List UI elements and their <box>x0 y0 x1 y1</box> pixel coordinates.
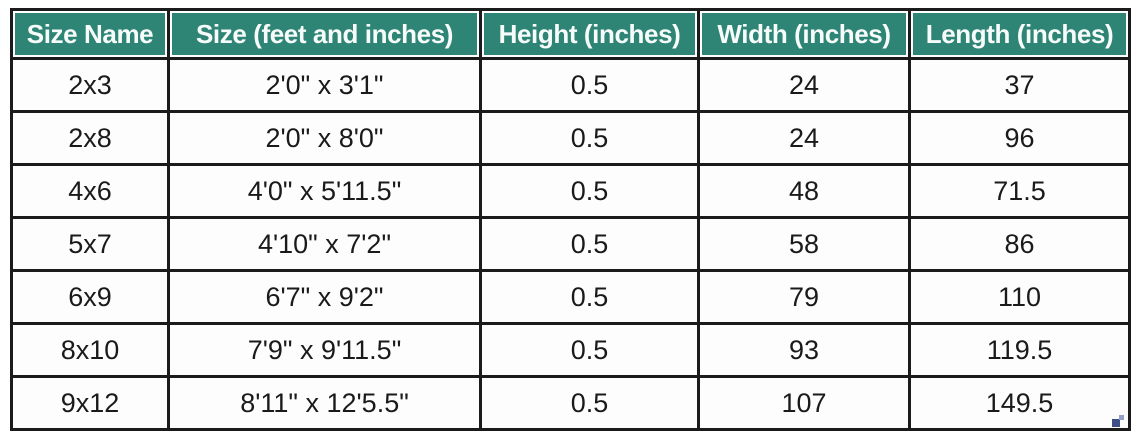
size-chart-table-container: Size Name Size (feet and inches) Height (i… <box>10 8 1131 431</box>
table-row: 6x9 6'7" x 9'2" 0.5 79 110 <box>10 269 1131 325</box>
table-body: 2x3 2'0" x 3'1" 0.5 24 37 2x8 2'0" x 8'0" 0.5 24… <box>10 57 1131 431</box>
table-cell: 4x6 <box>10 163 170 219</box>
table-row: 5x7 4'10" x 7'2" 0.5 58 86 <box>10 216 1131 272</box>
resize-handle-dark-block <box>1112 419 1120 427</box>
table-cell: 86 <box>908 216 1131 272</box>
column-header: Length (inches) <box>908 8 1131 60</box>
table-cell: 71.5 <box>908 163 1131 219</box>
table-cell: 37 <box>908 57 1131 113</box>
column-header: Height (inches) <box>479 8 700 60</box>
table-row: 8x10 7'9" x 9'11.5" 0.5 93 119.5 <box>10 322 1131 378</box>
table-cell: 0.5 <box>479 110 700 166</box>
column-header: Size (feet and inches) <box>167 8 482 60</box>
table-cell: 9x12 <box>10 375 170 431</box>
table-resize-handle-icon[interactable] <box>1112 415 1124 427</box>
table-cell: 24 <box>697 110 911 166</box>
table-cell: 2'0" x 8'0" <box>167 110 482 166</box>
table-cell: 6'7" x 9'2" <box>167 269 482 325</box>
column-header: Width (inches) <box>697 8 911 60</box>
table-cell: 8'11" x 12'5.5" <box>167 375 482 431</box>
table-cell: 96 <box>908 110 1131 166</box>
table-header-row: Size Name Size (feet and inches) Height (i… <box>10 8 1131 60</box>
size-chart-table: Size Name Size (feet and inches) Height (i… <box>10 8 1131 431</box>
table-header-row: Size Name Size (feet and inches) Height (i… <box>10 8 1131 60</box>
table-cell: 5x7 <box>10 216 170 272</box>
table-cell: 4'0" x 5'11.5" <box>167 163 482 219</box>
table-cell: 0.5 <box>479 269 700 325</box>
table-row: 4x6 4'0" x 5'11.5" 0.5 48 71.5 <box>10 163 1131 219</box>
table-cell: 4'10" x 7'2" <box>167 216 482 272</box>
table-cell: 8x10 <box>10 322 170 378</box>
table-cell: 110 <box>908 269 1131 325</box>
table-row: 2x3 2'0" x 3'1" 0.5 24 37 <box>10 57 1131 113</box>
table-row: 2x8 2'0" x 8'0" 0.5 24 96 <box>10 110 1131 166</box>
table-cell: 2x8 <box>10 110 170 166</box>
table-cell: 119.5 <box>908 322 1131 378</box>
table-cell: 107 <box>697 375 911 431</box>
table-cell: 48 <box>697 163 911 219</box>
column-header: Size Name <box>10 8 170 60</box>
table-cell: 0.5 <box>479 216 700 272</box>
table-cell: 58 <box>697 216 911 272</box>
table-cell: 79 <box>697 269 911 325</box>
table-cell: 0.5 <box>479 57 700 113</box>
table-cell: 0.5 <box>479 163 700 219</box>
table-cell: 2x3 <box>10 57 170 113</box>
resize-handle-light-block <box>1119 415 1124 420</box>
table-row: 9x12 8'11" x 12'5.5" 0.5 107 149.5 <box>10 375 1131 431</box>
table-cell: 24 <box>697 57 911 113</box>
table-cell: 0.5 <box>479 375 700 431</box>
table-cell: 93 <box>697 322 911 378</box>
table-cell: 149.5 <box>908 375 1131 431</box>
table-cell: 7'9" x 9'11.5" <box>167 322 482 378</box>
table-cell: 0.5 <box>479 322 700 378</box>
table-cell: 6x9 <box>10 269 170 325</box>
table-cell: 2'0" x 3'1" <box>167 57 482 113</box>
